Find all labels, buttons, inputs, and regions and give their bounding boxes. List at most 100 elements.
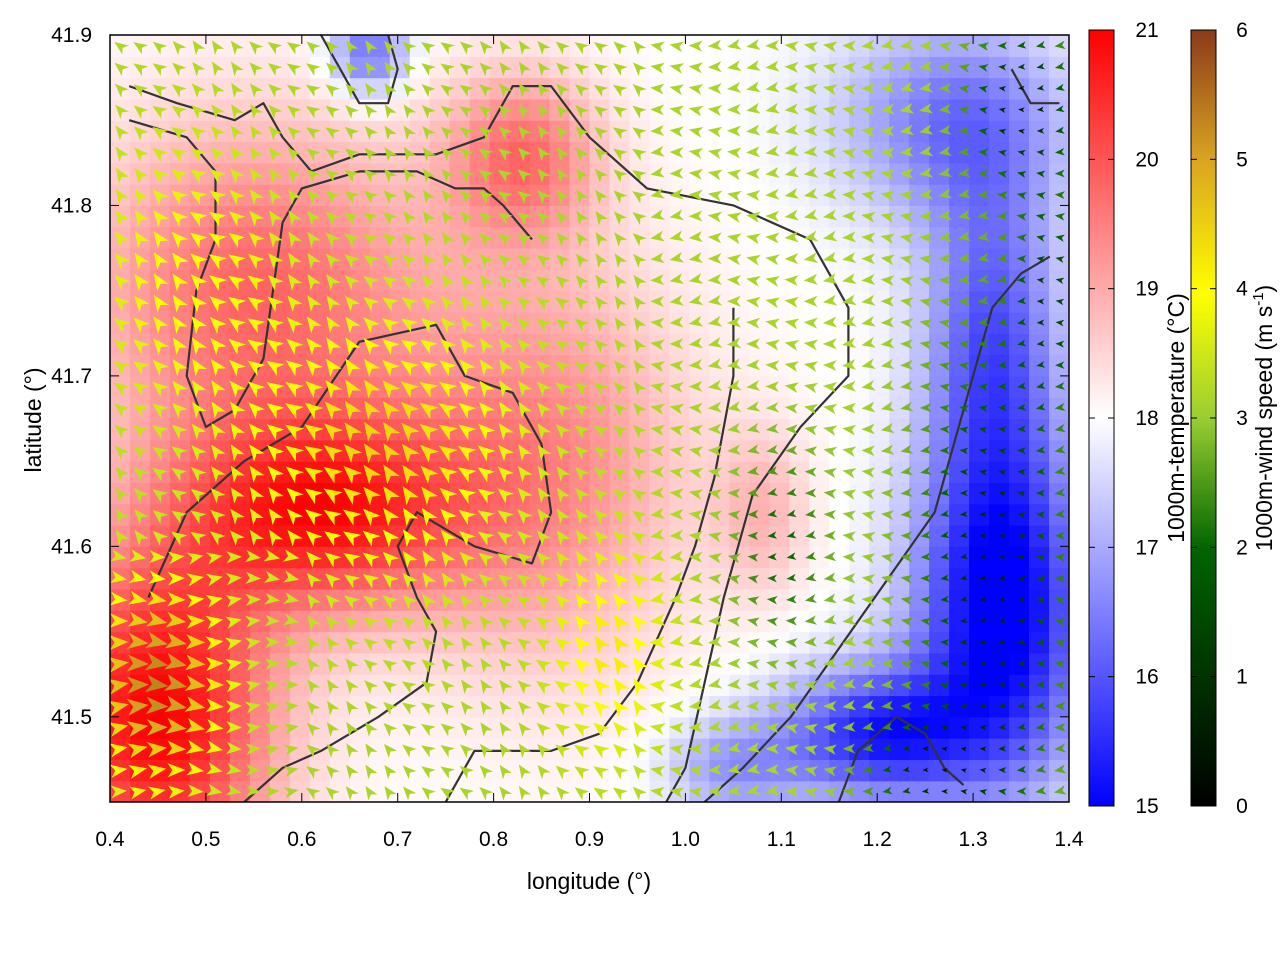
wind-arrow [996, 211, 1008, 221]
wind-arrow [442, 253, 455, 269]
wind-arrow [574, 361, 590, 375]
wind-arrow [287, 126, 302, 141]
wind-arrow [164, 632, 187, 649]
wind-colorbar-title-sup: -1 [1250, 292, 1267, 305]
wind-arrow [978, 405, 989, 413]
temperature-cell [889, 461, 910, 483]
wind-arrow [939, 383, 951, 392]
wind-arrow [422, 232, 436, 247]
temperature-cell [869, 312, 890, 334]
wind-arrow [363, 190, 379, 204]
wind-arrow [128, 569, 147, 584]
wind-arrow [133, 446, 149, 460]
temperature-cell [369, 77, 391, 100]
wind-arrow [900, 487, 913, 498]
wind-arrow [765, 145, 780, 157]
temperature-cell [769, 525, 790, 547]
temperature-cell [809, 695, 830, 718]
wind-arrow [633, 402, 647, 418]
temperature-cell [949, 588, 970, 611]
temperature-cell [869, 695, 890, 718]
temperature-cell [809, 780, 830, 802]
wind-arrow [164, 695, 187, 713]
wind-arrow [594, 530, 610, 546]
wind-arrow [384, 82, 397, 98]
wind-arrow [538, 104, 551, 119]
wind-arrow [249, 486, 265, 504]
wind-arrow [957, 252, 971, 263]
wind-arrow [152, 359, 169, 376]
wind-arrow [148, 570, 166, 584]
temperature-cell [669, 716, 690, 739]
wind-arrow [209, 296, 227, 313]
wind-arrow [880, 658, 894, 669]
wind-arrow [171, 105, 187, 119]
wind-arrow [632, 105, 647, 119]
wind-arrow [650, 424, 665, 436]
wind-arrow [805, 551, 817, 560]
wind-arrow [899, 211, 914, 223]
temperature-cell [909, 77, 930, 100]
wind-arrow [115, 146, 129, 162]
wind-arrow [126, 654, 149, 672]
wind-arrow [384, 125, 397, 141]
wind-arrow [998, 702, 1007, 709]
wind-arrow [518, 722, 532, 737]
temperature-cell [949, 461, 970, 483]
wind-arrow [536, 701, 552, 716]
temperature-cell [789, 35, 810, 57]
wind-arrow [997, 382, 1007, 390]
wind-arrow [307, 636, 321, 652]
wind-arrow [726, 316, 742, 328]
wind-arrow [649, 635, 666, 649]
wind-arrow [1018, 107, 1025, 113]
temperature-cell [509, 98, 531, 121]
wind-arrow [402, 529, 419, 548]
temperature-cell [889, 226, 910, 249]
temperature-cell [729, 162, 750, 185]
x-tick-label: 1.4 [1054, 828, 1084, 851]
temperature-cell [769, 312, 790, 334]
wind-arrow [440, 42, 455, 55]
wind-arrow [822, 41, 838, 53]
temperature-cell [449, 439, 471, 462]
wind-arrow [632, 446, 647, 460]
temperature-cell [849, 269, 870, 292]
wind-arrow [345, 337, 361, 356]
wind-arrow [1035, 722, 1047, 731]
wind-arrow [632, 127, 647, 140]
temperature-cell [449, 120, 471, 143]
wind-arrow [209, 211, 227, 227]
wind-arrow [899, 254, 915, 266]
temperature-cell [909, 141, 930, 164]
wind-arrow [842, 169, 857, 180]
temperature-cell [969, 695, 990, 718]
temperature-cell [409, 184, 431, 206]
temperature-cell [709, 354, 730, 377]
wind-arrow [205, 698, 224, 713]
wind-arrow [997, 360, 1008, 369]
wind-arrow [421, 84, 436, 98]
wind-arrow [688, 380, 703, 393]
wind-arrow [593, 63, 609, 76]
temperature-cell [809, 674, 830, 697]
wind-arrow [919, 276, 933, 287]
temperature-cell [709, 290, 730, 313]
wind-arrow [247, 339, 266, 355]
wind-arrow [402, 744, 417, 758]
wind-arrow [998, 64, 1007, 71]
wind-arrow [306, 551, 322, 568]
wind-arrow [265, 786, 280, 798]
wind-arrow [110, 743, 128, 758]
temperature-cell [989, 503, 1010, 526]
wind-arrow [613, 360, 628, 375]
wind-arrow [766, 487, 779, 497]
wind-arrow [536, 211, 551, 226]
temperature-cell [969, 759, 990, 782]
wind-arrow [650, 317, 665, 329]
wind-arrow [727, 466, 741, 477]
wind-arrow [440, 701, 455, 716]
wind-arrow [880, 401, 895, 412]
wind-arrow [480, 658, 493, 673]
temperature-cell [269, 716, 291, 739]
